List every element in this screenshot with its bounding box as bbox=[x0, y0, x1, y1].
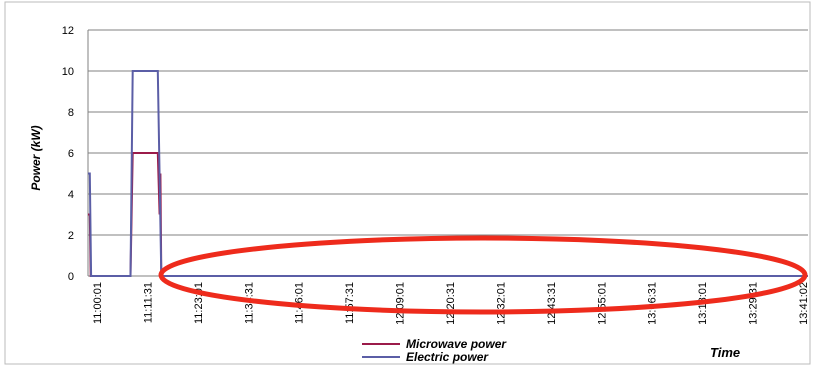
y-tick-label: 8 bbox=[68, 107, 74, 119]
y-tick-label: 2 bbox=[68, 230, 74, 242]
series-line-1 bbox=[88, 70, 808, 277]
x-tick-label: 11:34:31 bbox=[243, 282, 255, 324]
x-tick-label: 13:29:31 bbox=[748, 282, 760, 325]
x-tick-label: 12:20:31 bbox=[445, 282, 457, 325]
x-tick-label: 11:23:01 bbox=[193, 282, 205, 324]
series-lines bbox=[88, 70, 808, 277]
y-tick-label: 6 bbox=[68, 148, 74, 160]
x-tick-label: 12:55:01 bbox=[596, 282, 608, 325]
annotation-ellipse bbox=[158, 235, 808, 315]
x-tick-label: 11:00:01 bbox=[92, 282, 104, 324]
x-tick-label: 12:32:01 bbox=[495, 282, 507, 325]
grid-lines bbox=[88, 29, 808, 236]
x-tick-label: 12:09:01 bbox=[395, 282, 407, 325]
y-tick-label: 10 bbox=[62, 66, 74, 78]
x-tick-label: 13:06:31 bbox=[647, 282, 659, 325]
x-tick-label: 11:11:31 bbox=[142, 282, 154, 323]
plot-area-frame bbox=[4, 1, 811, 365]
x-tick-label: 11:57:31 bbox=[344, 282, 356, 324]
y-tick-labels: 0 2 4 6 8 10 12 bbox=[62, 25, 74, 283]
legend-label-microwave: Microwave power bbox=[406, 337, 507, 351]
x-axis-title: Time bbox=[710, 345, 740, 360]
legend-label-electric: Electric power bbox=[406, 350, 489, 364]
x-tick-label: 13:41:02 bbox=[798, 282, 810, 325]
x-tick-label: 12:43:31 bbox=[546, 282, 558, 325]
y-tick-label: 12 bbox=[62, 25, 74, 37]
y-axis-title: Power (kW) bbox=[29, 125, 43, 190]
y-tick-label: 0 bbox=[68, 271, 74, 283]
y-tick-label: 4 bbox=[68, 189, 74, 201]
